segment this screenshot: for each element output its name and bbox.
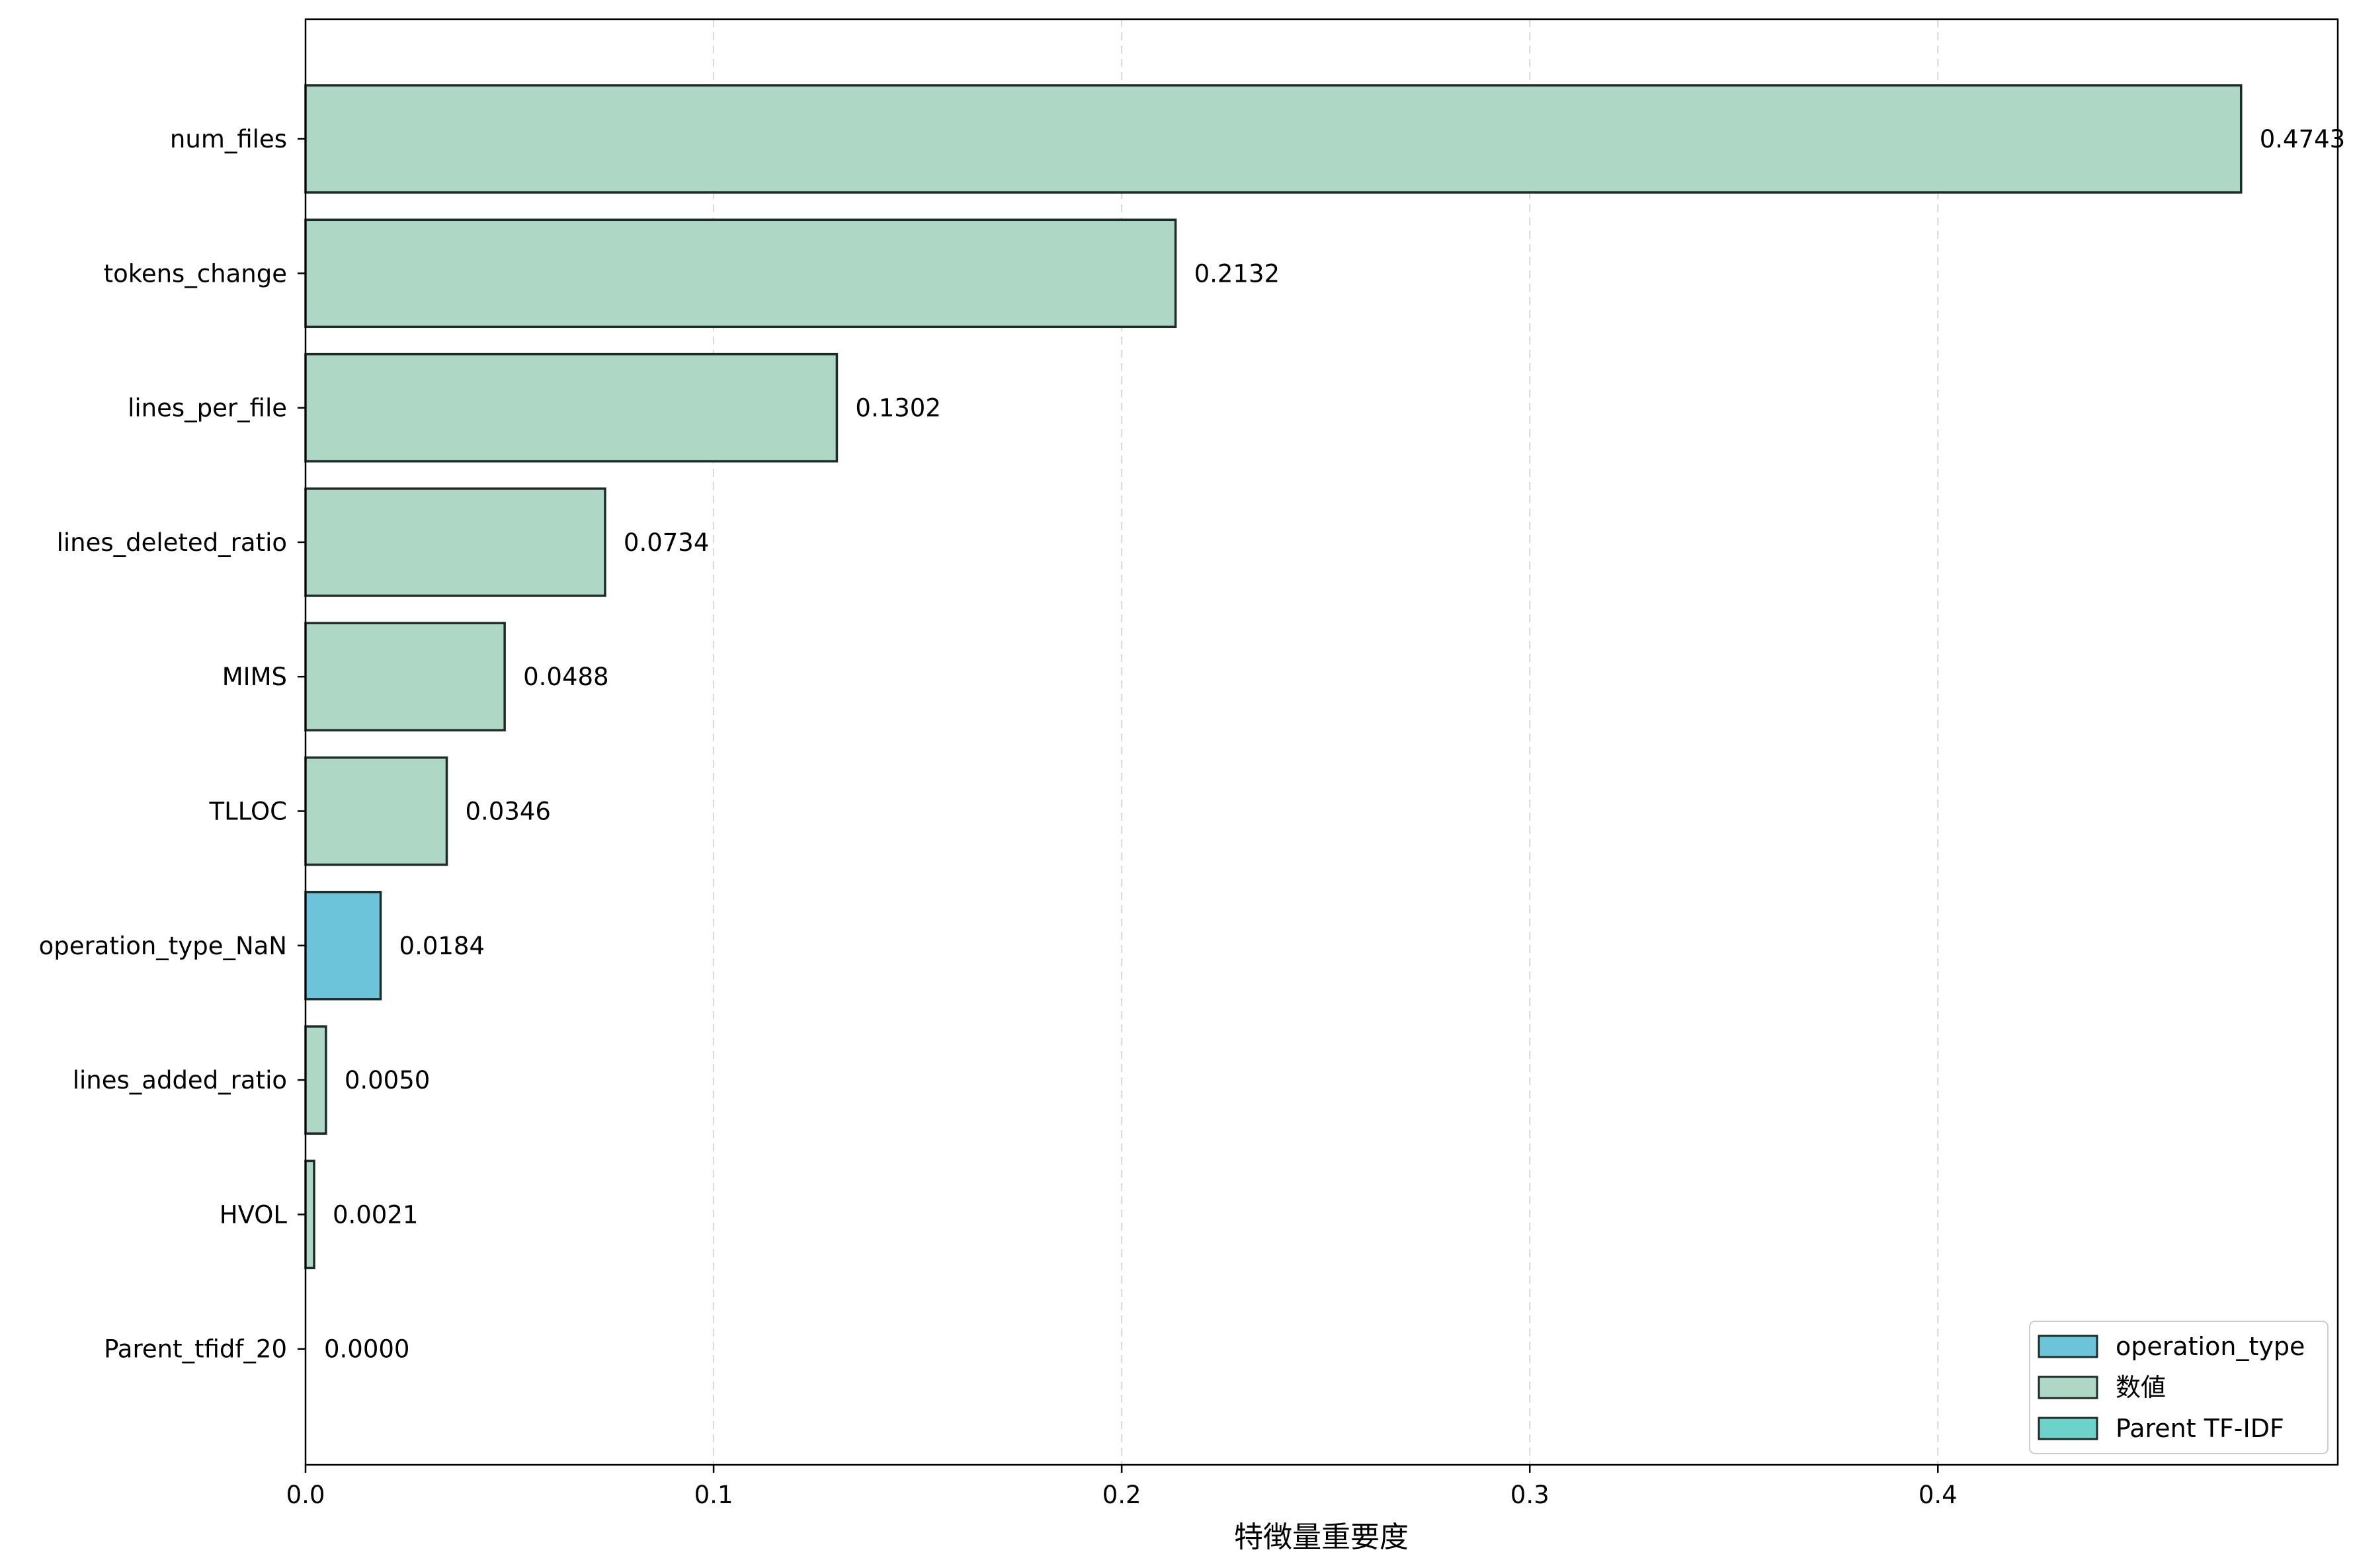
legend-swatch [2038,1335,2098,1358]
bar-hvol [304,1159,315,1270]
bar-tokens-change [304,218,1177,329]
y-tick-label: Parent_tfidf_20 [104,1335,287,1364]
y-axis: num_files tokens_change lines_per_fileline… [39,125,306,1364]
y-tick-label: operation_type_NaN [39,932,287,960]
data-label: 0.0021 [333,1200,418,1229]
bar-lines-added-ratio [304,1025,327,1135]
data-label: 0.1302 [855,394,940,423]
value-labels: 0.4743 0.2132 0.1302 0.0734 0.0488 0.0346 0.01… [324,125,2345,1364]
bar-tlloc [304,756,448,866]
bar-mims [304,622,506,731]
y-tick-label: MIMS [222,663,287,691]
data-label: 0.0346 [466,798,551,826]
x-tick-label: 0.4 [1919,1481,1958,1509]
legend-label: operation_type [2116,1332,2305,1361]
legend-swatch [2038,1417,2098,1440]
data-label: 0.0000 [324,1335,409,1364]
y-tick-label: tokens_change [104,259,287,288]
y-tick-label: lines_per_file [128,394,287,423]
bar-num-files [304,84,2243,194]
data-label: 0.0734 [624,528,709,557]
y-tick-label: lines_deleted_ratio [57,528,287,557]
x-axis-title: 特徴量重要度 [1234,1520,1409,1554]
y-tick-label: lines_added_ratio [73,1066,287,1094]
data-label: 0.0488 [523,663,608,691]
data-label: 0.0050 [345,1066,430,1094]
data-label: 0.0184 [399,932,485,960]
legend-label: 数値 [2116,1373,2166,1402]
bar-lines-deleted-ratio [304,487,606,597]
legend-label: Parent TF-IDF [2116,1414,2284,1443]
data-label: 0.2132 [1194,259,1280,288]
x-tick-label: 0.1 [694,1481,733,1509]
bar-operation-type-nan [304,891,382,1001]
plot-frame [304,18,2339,1466]
y-tick-label: num_files [170,125,287,153]
legend-frame [2029,1321,2329,1454]
legend-swatch [2038,1376,2098,1399]
y-tick-label: TLLOC [209,798,287,826]
x-tick-label: 0.0 [286,1481,325,1509]
data-label: 0.4743 [2260,125,2345,153]
x-tick-label: 0.3 [1510,1481,1549,1509]
bar-lines-per-file [304,352,839,463]
y-tick-label: HVOL [220,1200,288,1229]
x-tick-label: 0.2 [1102,1481,1141,1509]
x-axis: 0.0 0.1 0.2 0.3 0.4 [286,1465,1958,1509]
legend: operation_type 数値 Parent TF-IDF [2029,1321,2329,1454]
bars [304,84,2243,1270]
